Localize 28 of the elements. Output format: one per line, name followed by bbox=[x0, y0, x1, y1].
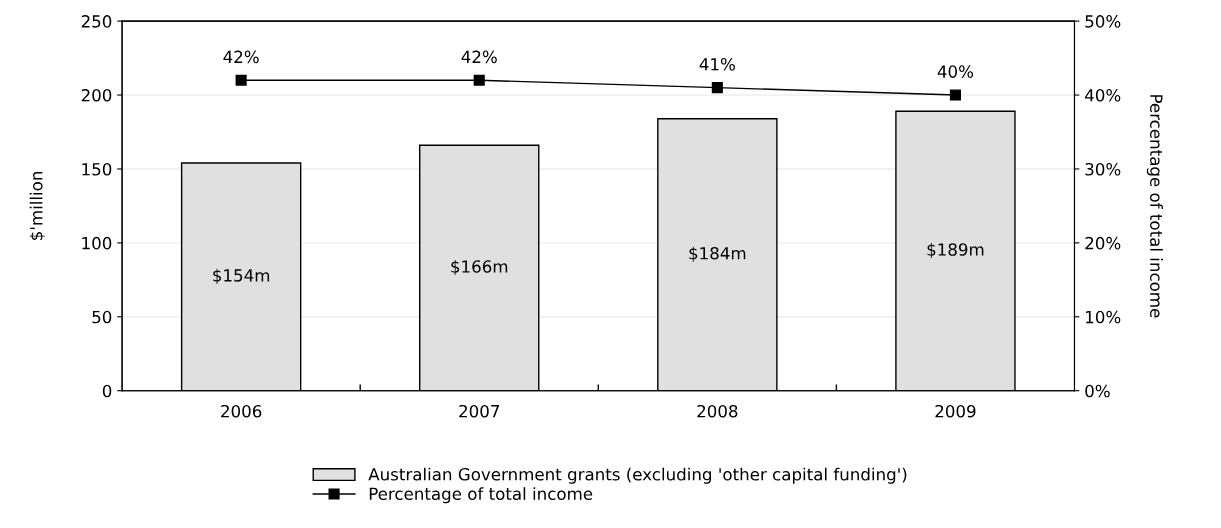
data-label: 42% bbox=[461, 50, 497, 64]
data-label: 42% bbox=[223, 50, 259, 64]
legend-label: Australian Government grants (excluding 'other capital funding') bbox=[368, 467, 907, 484]
y-tick-label: 200 bbox=[81, 89, 112, 102]
data-label: $189m bbox=[927, 242, 984, 259]
y2-tick-label: 0% bbox=[1085, 384, 1110, 398]
x-tick-label: 2009 bbox=[935, 404, 976, 418]
data-label: 41% bbox=[699, 57, 735, 71]
x-tick-label: 2007 bbox=[459, 404, 500, 418]
legend-label: Percentage of total income bbox=[369, 487, 593, 504]
y2-axis-title: Percentage of total income bbox=[1146, 95, 1163, 318]
y2-tick-label: 10% bbox=[1086, 310, 1121, 324]
y2-tick-label: 20% bbox=[1085, 236, 1121, 250]
y-tick-label: 50 bbox=[92, 310, 112, 324]
x-tick-label: 2006 bbox=[221, 404, 262, 418]
y-tick-label: 150 bbox=[82, 162, 112, 176]
y-tick-label: 100 bbox=[82, 236, 112, 250]
data-label: $166m bbox=[451, 259, 508, 276]
data-label: 40% bbox=[937, 65, 974, 78]
y-tick-label: 250 bbox=[81, 15, 112, 28]
x-tick-label: 2008 bbox=[697, 404, 738, 418]
y2-tick-label: 50% bbox=[1085, 15, 1121, 28]
y-tick-label: 0 bbox=[102, 384, 112, 398]
data-label: $154m bbox=[213, 268, 270, 284]
y2-tick-label: 40% bbox=[1085, 89, 1121, 102]
data-label: $184m bbox=[689, 246, 746, 262]
y-axis-title: $'million bbox=[29, 171, 45, 240]
y2-tick-label: 30% bbox=[1085, 162, 1121, 176]
